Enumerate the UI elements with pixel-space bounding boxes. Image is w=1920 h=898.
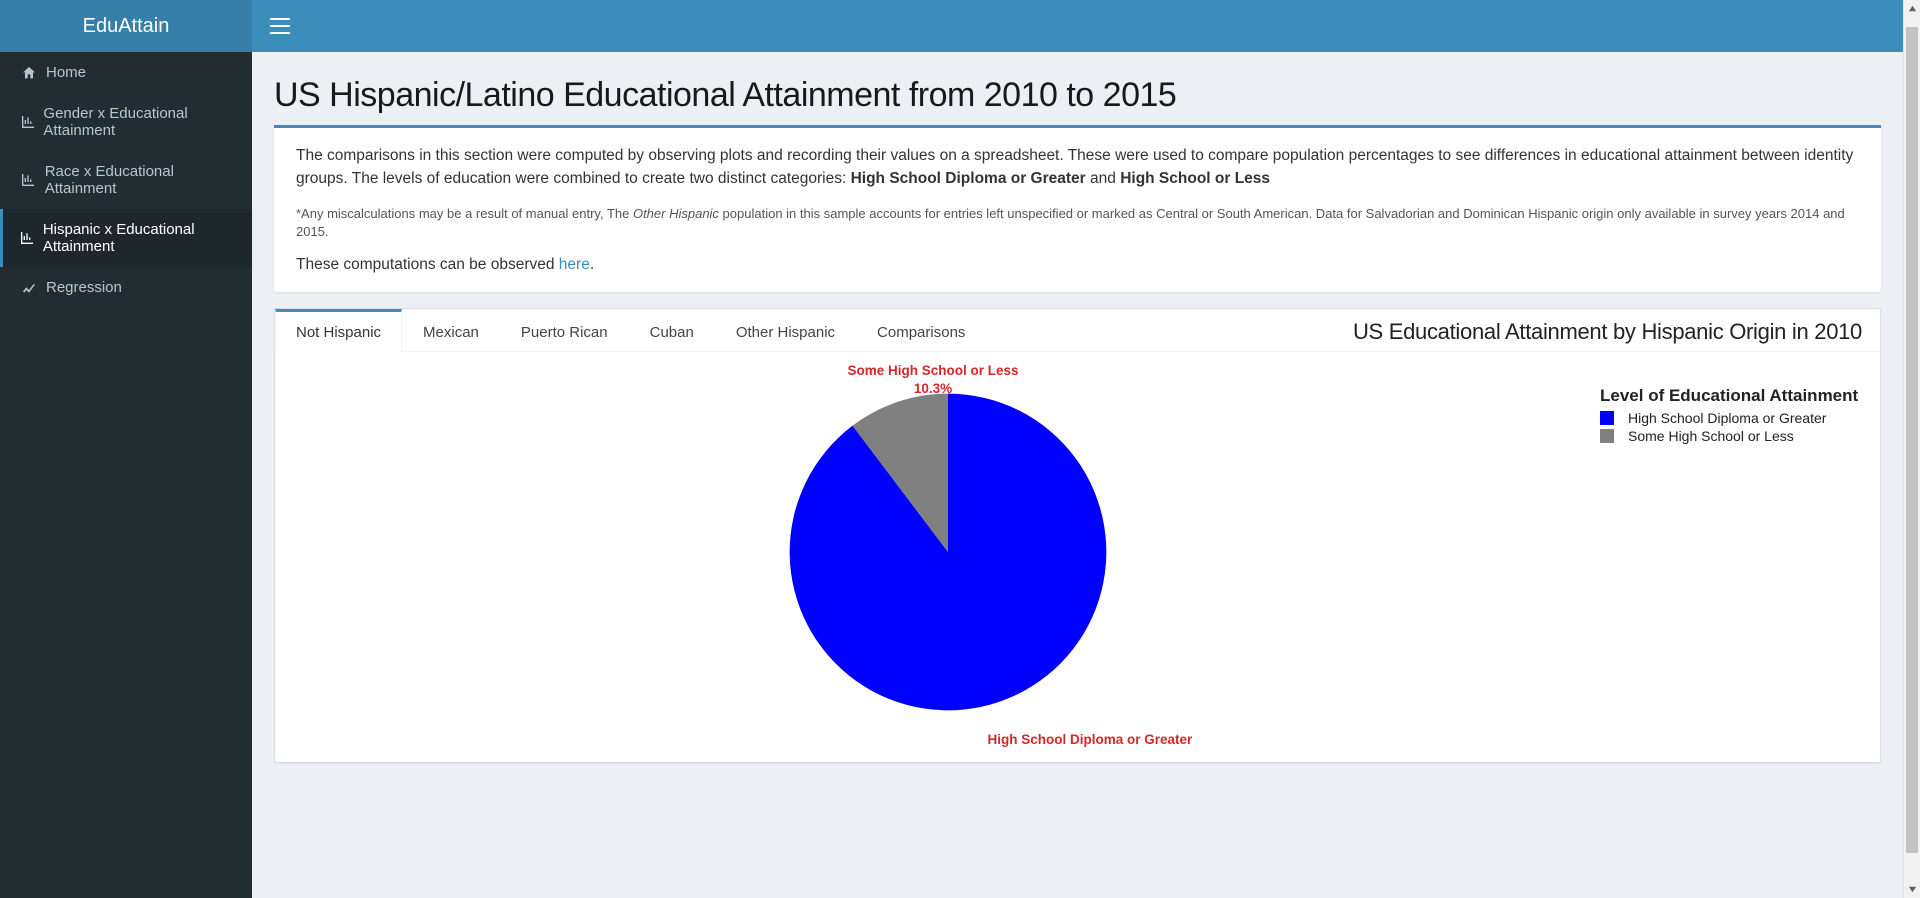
info-lead-bold1: High School Diploma or Greater: [851, 170, 1086, 187]
content: US Hispanic/Latino Educational Attainmen…: [252, 52, 1903, 898]
home-icon: [18, 65, 40, 81]
sidebar-nav: Home Gender x Educational Attainment Race …: [0, 52, 252, 308]
pie-slice-label-bottom-text: High School Diploma or Greater: [988, 732, 1193, 747]
scroll-thumb[interactable]: [1906, 27, 1918, 853]
sidebar-item-home[interactable]: Home: [0, 52, 252, 93]
barchart-icon: [18, 114, 37, 130]
sidebar-item-gender-x-educational-attainment[interactable]: Gender x Educational Attainment: [0, 93, 252, 151]
sidebar-item-label: Gender x Educational Attainment: [43, 105, 237, 139]
tab-cuban[interactable]: Cuban: [629, 309, 715, 352]
pie-slice-label-top-text: Some High School or Less: [848, 363, 1019, 378]
tab-not-hispanic[interactable]: Not Hispanic: [275, 309, 402, 352]
sidebar-item-label: Hispanic x Educational Attainment: [43, 221, 237, 255]
tab-header: Not HispanicMexicanPuerto RicanCubanOthe…: [275, 309, 1880, 352]
scrollbar[interactable]: [1903, 0, 1920, 898]
topbar: [252, 0, 1903, 52]
pie-slice-label-top-value: 10.3%: [914, 381, 952, 396]
info-lead-mid: and: [1086, 170, 1120, 187]
sidebar-item-hispanic-x-educational-attainment[interactable]: Hispanic x Educational Attainment: [0, 209, 252, 267]
tab-puerto-rican[interactable]: Puerto Rican: [500, 309, 629, 352]
info-footnote-em: Other Hispanic: [633, 206, 719, 221]
scroll-up-arrow[interactable]: [1904, 0, 1920, 17]
info-box: The comparisons in this section were com…: [274, 125, 1881, 292]
legend-swatch: [1600, 411, 1614, 425]
linechart-icon: [18, 280, 40, 296]
info-link[interactable]: here: [559, 256, 590, 273]
legend-item: High School Diploma or Greater: [1600, 410, 1860, 426]
legend-item: Some High School or Less: [1600, 428, 1860, 444]
tab-body: Some High School or Less 10.3% High Scho…: [275, 352, 1880, 762]
pie-chart: [558, 362, 1338, 742]
tab-header-title: US Educational Attainment by Hispanic Or…: [1353, 309, 1880, 351]
app-brand: EduAttain: [0, 0, 252, 52]
tab-comparisons[interactable]: Comparisons: [856, 309, 986, 352]
page-title: US Hispanic/Latino Educational Attainmen…: [274, 76, 1881, 115]
legend-label: High School Diploma or Greater: [1628, 410, 1826, 426]
pie-slice-label-top: Some High School or Less 10.3%: [848, 362, 1019, 397]
barchart-icon: [18, 230, 37, 246]
main-column: US Hispanic/Latino Educational Attainmen…: [252, 0, 1903, 898]
barchart-icon: [18, 172, 39, 188]
legend-swatch: [1600, 429, 1614, 443]
scroll-down-arrow[interactable]: [1904, 881, 1920, 898]
app-name: EduAttain: [83, 15, 170, 38]
sidebar: EduAttain Home Gender x Educational Attai…: [0, 0, 252, 898]
info-footnote-pre: *Any miscalculations may be a result of …: [296, 206, 633, 221]
pie-chart-container: Some High School or Less 10.3% High Scho…: [295, 362, 1600, 742]
chart-wrap: Some High School or Less 10.3% High Scho…: [295, 362, 1860, 742]
sidebar-item-race-x-educational-attainment[interactable]: Race x Educational Attainment: [0, 151, 252, 209]
info-lead: The comparisons in this section were com…: [296, 144, 1859, 191]
legend-title: Level of Educational Attainment: [1600, 386, 1860, 406]
sidebar-item-label: Race x Educational Attainment: [45, 163, 237, 197]
info-link-pre: These computations can be observed: [296, 256, 559, 273]
tab-panel: Not HispanicMexicanPuerto RicanCubanOthe…: [274, 308, 1881, 763]
tab-mexican[interactable]: Mexican: [402, 309, 500, 352]
sidebar-item-label: Regression: [46, 279, 122, 296]
chart-legend: Level of Educational Attainment High Sch…: [1600, 362, 1860, 742]
sidebar-item-regression[interactable]: Regression: [0, 267, 252, 308]
sidebar-item-label: Home: [46, 64, 86, 81]
tab-other-hispanic[interactable]: Other Hispanic: [715, 309, 856, 352]
hamburger-icon[interactable]: [270, 18, 290, 34]
info-lead-bold2: High School or Less: [1120, 170, 1270, 187]
info-footnote: *Any miscalculations may be a result of …: [296, 205, 1859, 243]
info-link-line: These computations can be observed here.: [296, 256, 1859, 274]
pie-slice-label-bottom: High School Diploma or Greater: [988, 731, 1193, 749]
tabs: Not HispanicMexicanPuerto RicanCubanOthe…: [275, 309, 986, 351]
info-link-post: .: [590, 256, 594, 273]
legend-label: Some High School or Less: [1628, 428, 1794, 444]
